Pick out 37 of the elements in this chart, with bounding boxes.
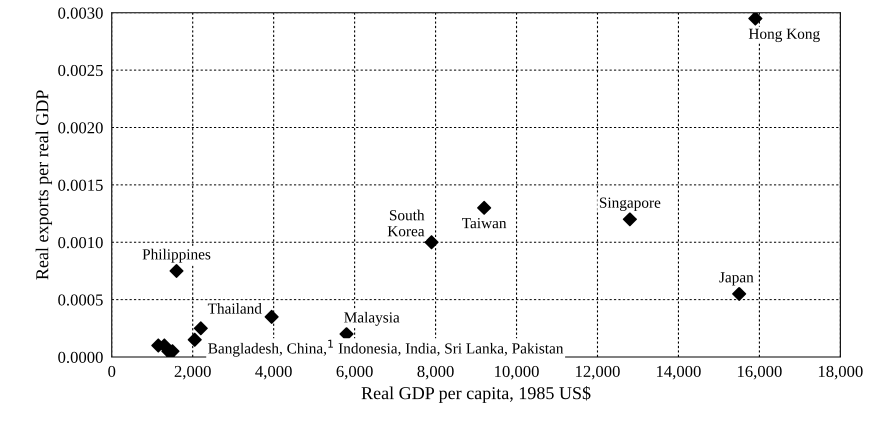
x-tick-label: 0 bbox=[108, 366, 116, 378]
point bbox=[424, 235, 439, 250]
annotation: Malaysia bbox=[344, 312, 400, 326]
x-tick-label: 14,000 bbox=[656, 366, 701, 380]
x-tick-label: 16,000 bbox=[738, 366, 782, 380]
x-tick-label: 18,000 bbox=[818, 366, 863, 380]
y-axis-title: Real exports per real GDP bbox=[36, 90, 52, 280]
y-tick-label: 0.0025 bbox=[58, 64, 103, 76]
x-tick-label: 6,000 bbox=[336, 366, 373, 380]
x-tick-label: 10,000 bbox=[495, 366, 539, 380]
annotation: South Korea bbox=[388, 210, 424, 236]
annotation: Hong Kong bbox=[748, 28, 820, 42]
annotation: Philippines bbox=[142, 248, 210, 263]
annotation: Bangladesh, China,$^{1}$ Indonesia, India, Sri Lanka, Pakistan bbox=[208, 340, 564, 357]
annotation: Japan bbox=[719, 272, 754, 286]
annotation: Thailand bbox=[208, 302, 262, 314]
x-tick-label: 2,000 bbox=[174, 366, 211, 380]
y-tick-label: 0.0010 bbox=[58, 236, 103, 248]
annotation: Taiwan bbox=[462, 218, 506, 228]
point bbox=[188, 332, 202, 347]
x-tick-label: 12,000 bbox=[576, 366, 620, 380]
x-axis-title: Real GDP per capita, 1985 US$ bbox=[362, 386, 590, 403]
point bbox=[169, 264, 184, 278]
y-tick-label: 0.0000 bbox=[58, 352, 103, 364]
point bbox=[264, 310, 279, 324]
point bbox=[477, 200, 492, 215]
annotation: Singapore bbox=[600, 198, 660, 211]
point bbox=[194, 321, 208, 336]
point bbox=[622, 212, 637, 226]
point bbox=[732, 286, 746, 301]
x-tick-label: 8,000 bbox=[417, 366, 454, 380]
y-tick-label: 0.0015 bbox=[58, 180, 103, 191]
point bbox=[748, 12, 762, 26]
y-tick-label: 0.0030 bbox=[58, 7, 103, 19]
y-tick-label: 0.0005 bbox=[58, 294, 103, 306]
y-tick-label: 0.0020 bbox=[58, 122, 103, 134]
x-tick-label: 4,000 bbox=[255, 366, 292, 380]
